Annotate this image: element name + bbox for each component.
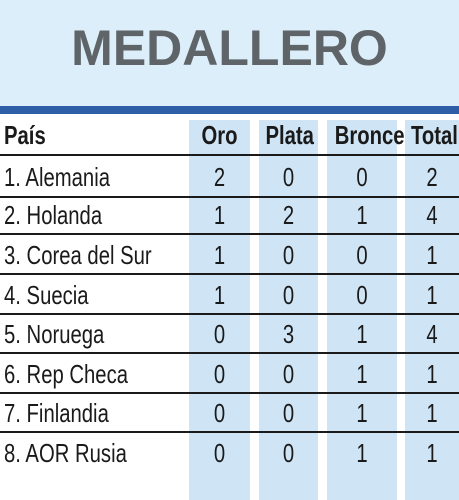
header-country: País: [4, 120, 46, 150]
table-row: 8. AOR Rusia 0 0 1 1: [0, 434, 459, 472]
silver-count: 2: [282, 200, 295, 230]
country-name: 3. Corea del Sur: [4, 240, 152, 270]
header-divider: [0, 154, 459, 156]
total-count: 1: [426, 359, 438, 389]
header-silver: Plata: [265, 120, 314, 150]
country-name: 1. Alemania: [4, 162, 110, 192]
row-divider: [0, 392, 459, 394]
row-divider: [0, 273, 459, 275]
table-row: 1. Alemania 2 0 0 2: [0, 158, 459, 196]
row-divider: [0, 233, 459, 235]
gold-count: 1: [213, 280, 226, 310]
gold-column-band: [189, 120, 250, 500]
table-row: 7. Finlandia 0 0 1 1: [0, 394, 459, 432]
row-divider: [0, 313, 459, 315]
accent-rule: [0, 106, 459, 114]
table-header-row: País Oro Plata Bronce Total: [0, 116, 459, 154]
gold-count: 0: [213, 438, 226, 468]
table-row: 4. Suecia 1 0 0 1: [0, 276, 459, 314]
total-count: 4: [426, 200, 438, 230]
silver-count: 0: [282, 162, 295, 192]
gold-count: 0: [213, 359, 226, 389]
row-divider: [0, 431, 459, 433]
total-count: 1: [426, 240, 438, 270]
silver-count: 0: [282, 240, 295, 270]
bronze-count: 0: [356, 280, 368, 310]
country-name: 4. Suecia: [4, 280, 89, 310]
country-name: 8. AOR Rusia: [4, 438, 127, 468]
bronze-count: 1: [356, 319, 368, 349]
silver-count: 0: [282, 359, 295, 389]
title-banner: [0, 0, 459, 106]
silver-count: 0: [282, 438, 295, 468]
country-name: 7. Finlandia: [4, 398, 109, 428]
header-total: Total: [410, 120, 458, 150]
silver-count: 0: [282, 280, 295, 310]
silver-count: 0: [282, 398, 295, 428]
country-name: 6. Rep Checa: [4, 359, 129, 389]
bronze-column-band: [327, 120, 397, 500]
row-divider: [0, 352, 459, 354]
table-row: 5. Noruega 0 3 1 4: [0, 315, 459, 353]
total-count: 1: [426, 398, 438, 428]
table-row: 2. Holanda 1 2 1 4: [0, 196, 459, 234]
bronze-count: 0: [356, 162, 368, 192]
header-bronze: Bronce: [334, 120, 405, 150]
gold-count: 2: [213, 162, 226, 192]
bronze-count: 1: [356, 200, 368, 230]
total-count: 2: [426, 162, 438, 192]
page-title: MEDALLERO: [71, 20, 388, 76]
bronze-count: 0: [356, 240, 368, 270]
bronze-count: 1: [356, 438, 368, 468]
gold-count: 1: [213, 240, 226, 270]
silver-count: 3: [282, 319, 295, 349]
total-count: 1: [426, 280, 438, 310]
country-name: 2. Holanda: [4, 200, 103, 230]
header-gold: Oro: [201, 120, 238, 150]
country-name: 5. Noruega: [4, 319, 105, 349]
gold-count: 0: [213, 319, 226, 349]
gold-count: 1: [213, 200, 226, 230]
bronze-count: 1: [356, 398, 368, 428]
total-count: 1: [426, 438, 438, 468]
table-row: 6. Rep Checa 0 0 1 1: [0, 355, 459, 393]
total-column-band: [405, 120, 459, 500]
silver-column-band: [259, 120, 318, 500]
row-divider: [0, 196, 459, 198]
gold-count: 0: [213, 398, 226, 428]
bronze-count: 1: [356, 359, 368, 389]
total-count: 4: [426, 319, 438, 349]
table-row: 3. Corea del Sur 1 0 0 1: [0, 236, 459, 274]
